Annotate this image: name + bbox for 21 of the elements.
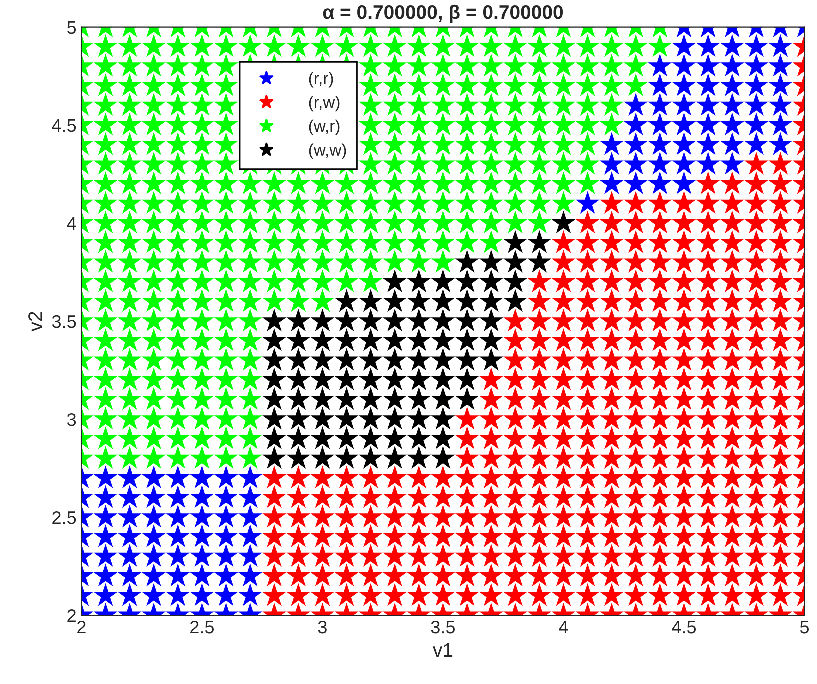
x-tick-label: 4: [559, 621, 568, 634]
y-tick-label: 3: [67, 413, 76, 426]
y-tick-label: 2: [68, 610, 76, 622]
legend-label: (r,r): [309, 72, 334, 88]
x-axis-title: v1: [433, 644, 453, 657]
y-tick-label: 4.5: [52, 120, 76, 132]
chart-title: α = 0.700000, β = 0.700000: [323, 4, 564, 24]
y-axis-title: v2: [28, 312, 42, 332]
x-tick-label: 3.5: [431, 620, 456, 634]
x-tick-label: 4.5: [672, 621, 696, 634]
y-tick-label: 5: [68, 21, 76, 34]
x-tick-label: 2: [78, 620, 86, 634]
y-tick-label: 3.5: [52, 315, 76, 328]
y-tick-label: 2.5: [52, 511, 76, 524]
legend-label: (r,w): [309, 96, 340, 112]
y-tick-label: 4: [67, 218, 76, 230]
x-tick-label: 2.5: [190, 620, 214, 634]
legend-label: (w,r): [309, 120, 340, 136]
x-tick-label: 5: [800, 621, 810, 634]
legend-label: (w,w): [309, 144, 346, 160]
x-tick-label: 3: [318, 620, 327, 634]
